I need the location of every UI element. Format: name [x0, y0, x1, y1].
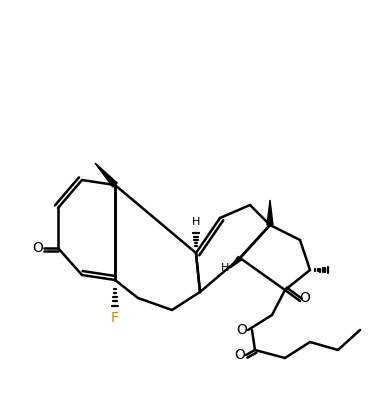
Polygon shape: [230, 256, 242, 268]
Text: O: O: [236, 323, 247, 337]
Text: O: O: [33, 241, 43, 255]
Text: F: F: [111, 311, 119, 325]
Text: H: H: [192, 217, 200, 227]
Text: O: O: [300, 291, 310, 305]
Polygon shape: [267, 200, 273, 225]
Polygon shape: [95, 163, 117, 187]
Text: H: H: [221, 263, 229, 273]
Text: O: O: [235, 348, 245, 362]
